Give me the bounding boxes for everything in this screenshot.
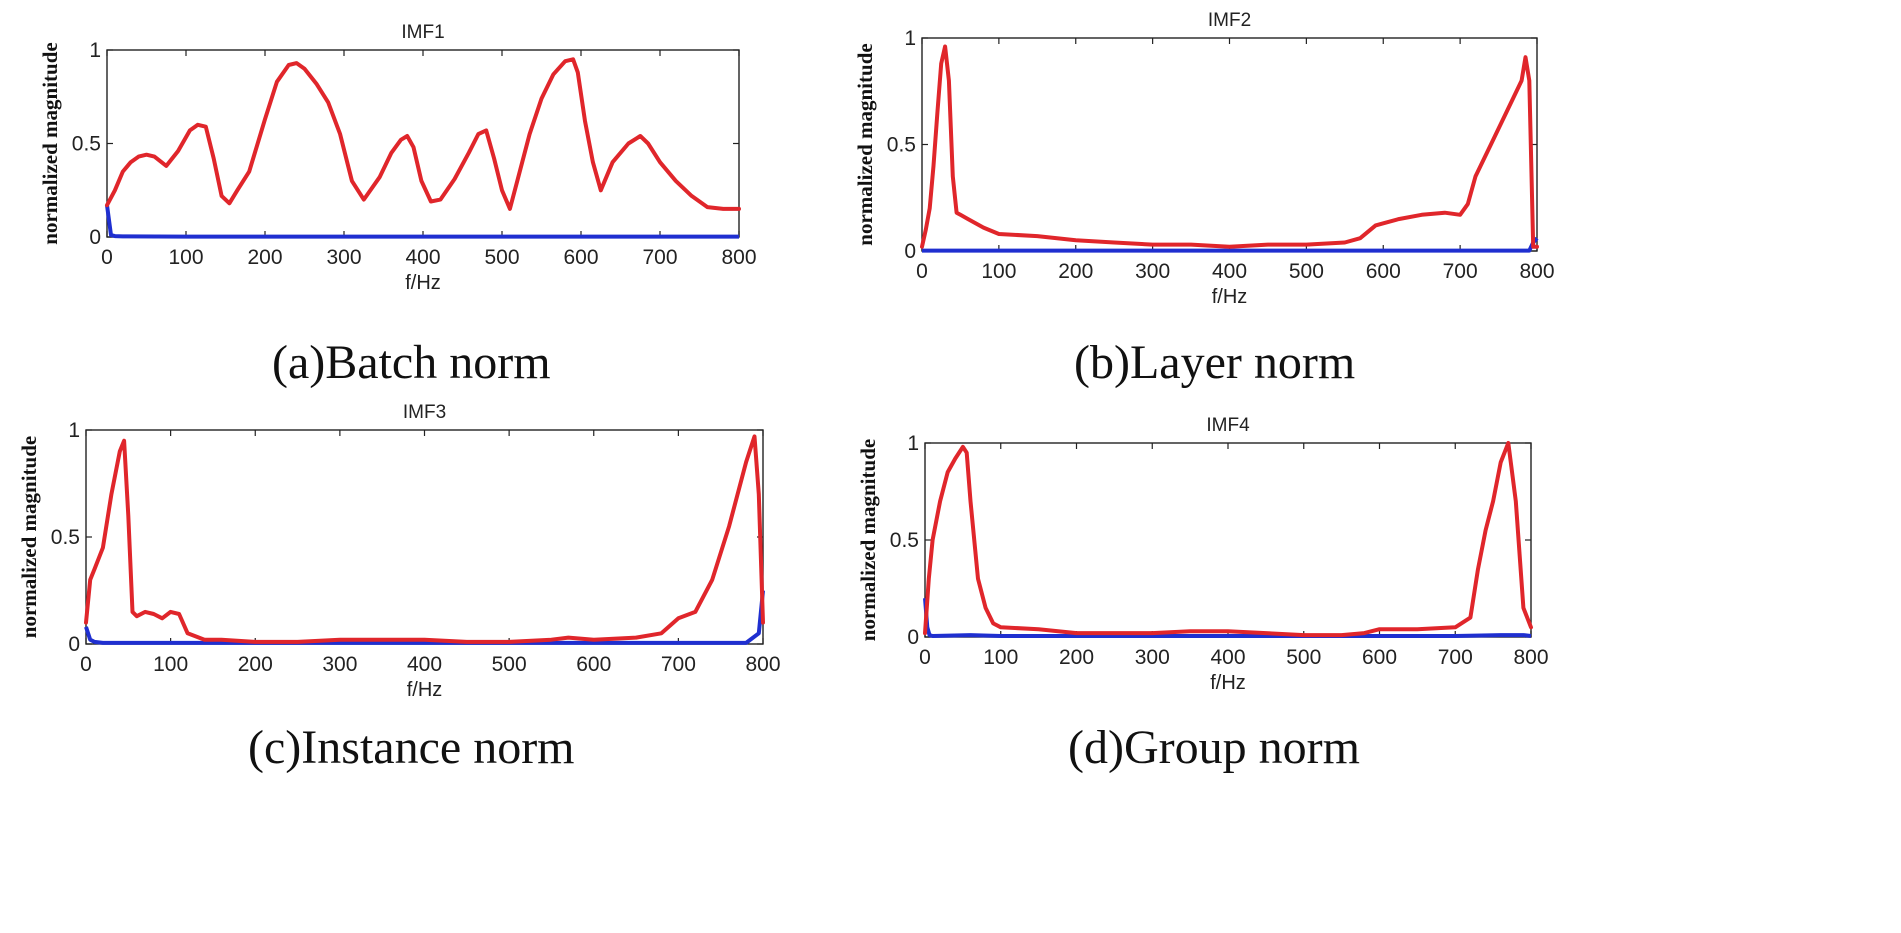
series-line-blue — [922, 236, 1539, 253]
y-tick-label: 0 — [68, 633, 80, 656]
y-tick-label: 1 — [907, 432, 919, 455]
chart-panel-imf1: IMF1 0 100 200 300 400 500 600 700 800 0 0.5 1 f/Hz no… — [0, 0, 950, 460]
x-tick-label: 100 — [981, 260, 1016, 283]
x-tick-label: 100 — [168, 246, 203, 269]
y-tick-label: 0.5 — [51, 526, 80, 549]
y-axis-label: normalized magnitude — [856, 439, 880, 641]
series-line-blue — [105, 204, 739, 239]
x-axis-label: f/Hz — [1212, 286, 1248, 308]
chart-title: IMF4 — [1206, 415, 1250, 436]
series-line-red — [920, 44, 1539, 249]
x-tick-label: 600 — [563, 246, 598, 269]
series-line-red — [84, 434, 765, 644]
x-tick-label: 100 — [983, 646, 1018, 669]
x-tick-label: 0 — [919, 646, 931, 669]
x-tick-label: 300 — [326, 246, 361, 269]
x-tick-label: 300 — [322, 653, 357, 676]
x-tick-label: 500 — [1286, 646, 1321, 669]
chart-panel-imf2: IMF2 0 100 200 300 400 500 600 700 800 0 0.5 1 f/Hz no… — [0, 0, 1901, 460]
chart-panel-imf3: IMF3 0 100 200 300 400 500 600 700 800 0 0.5 1 f/Hz no… — [0, 0, 950, 933]
chart-svg-imf2: IMF2 0 100 200 300 400 500 600 700 800 0 0.5 1 f/Hz no… — [853, 10, 1555, 308]
x-tick-label: 0 — [80, 653, 92, 676]
x-tick-label: 300 — [1135, 646, 1170, 669]
x-tick-label: 700 — [661, 653, 696, 676]
x-tick-label: 700 — [642, 246, 677, 269]
chart-svg-imf3: IMF3 0 100 200 300 400 500 600 700 800 0 0.5 1 f/Hz no… — [17, 402, 781, 701]
x-tick-label: 600 — [1366, 260, 1401, 283]
x-tick-label: 200 — [247, 246, 282, 269]
y-tick-label: 0 — [907, 626, 919, 649]
x-tick-label: 0 — [916, 260, 928, 283]
plot-frame — [924, 442, 1532, 638]
y-tick-label: 0.5 — [72, 133, 101, 156]
chart-caption-a: (a)Batch norm — [272, 336, 551, 389]
chart-title: IMF3 — [403, 402, 446, 423]
y-tick-label: 0 — [89, 226, 101, 249]
x-tick-label: 600 — [1362, 646, 1397, 669]
y-tick-label: 0.5 — [890, 529, 919, 552]
y-tick-label: 1 — [89, 39, 101, 62]
chart-svg-imf1: IMF1 0 100 200 300 400 500 600 700 800 0 0.5 1 f/Hz no… — [38, 22, 757, 294]
x-tick-label: 800 — [1513, 646, 1548, 669]
x-tick-label: 500 — [492, 653, 527, 676]
x-tick-label: 800 — [1519, 260, 1554, 283]
x-axis-label: f/Hz — [405, 272, 441, 294]
x-tick-label: 800 — [745, 653, 780, 676]
x-tick-label: 400 — [405, 246, 440, 269]
x-tick-label: 0 — [101, 246, 113, 269]
x-tick-label: 400 — [1210, 646, 1245, 669]
y-tick-label: 0 — [904, 240, 916, 263]
y-tick-label: 1 — [904, 27, 916, 50]
chart-title: IMF2 — [1208, 10, 1251, 31]
chart-caption-d: (d)Group norm — [1068, 721, 1360, 774]
x-tick-label: 700 — [1438, 646, 1473, 669]
y-axis-label: normalized magnitude — [853, 43, 877, 245]
x-tick-label: 700 — [1443, 260, 1478, 283]
x-tick-label: 400 — [407, 653, 442, 676]
y-tick-label: 0.5 — [887, 134, 916, 157]
x-axis-label: f/Hz — [1210, 672, 1246, 694]
x-tick-label: 200 — [1059, 646, 1094, 669]
x-axis-label: f/Hz — [407, 679, 443, 701]
series-line-red — [105, 57, 741, 211]
series-line-red — [923, 441, 1533, 638]
y-tick-label: 1 — [68, 419, 80, 442]
x-tick-label: 500 — [484, 246, 519, 269]
series-line-blue — [84, 590, 765, 645]
y-axis-label: normalized magnitude — [38, 42, 62, 244]
x-tick-label: 400 — [1212, 260, 1247, 283]
series-line-blue — [923, 598, 1532, 638]
x-tick-label: 100 — [153, 653, 188, 676]
chart-title: IMF1 — [401, 22, 444, 43]
chart-caption-c: (c)Instance norm — [248, 721, 575, 774]
x-tick-label: 300 — [1135, 260, 1170, 283]
y-axis-label: normalized magnitude — [17, 436, 41, 638]
x-tick-label: 600 — [576, 653, 611, 676]
chart-caption-b: (b)Layer norm — [1074, 336, 1356, 389]
x-tick-label: 500 — [1289, 260, 1324, 283]
x-tick-label: 200 — [1058, 260, 1093, 283]
x-tick-label: 200 — [238, 653, 273, 676]
x-tick-label: 800 — [721, 246, 756, 269]
